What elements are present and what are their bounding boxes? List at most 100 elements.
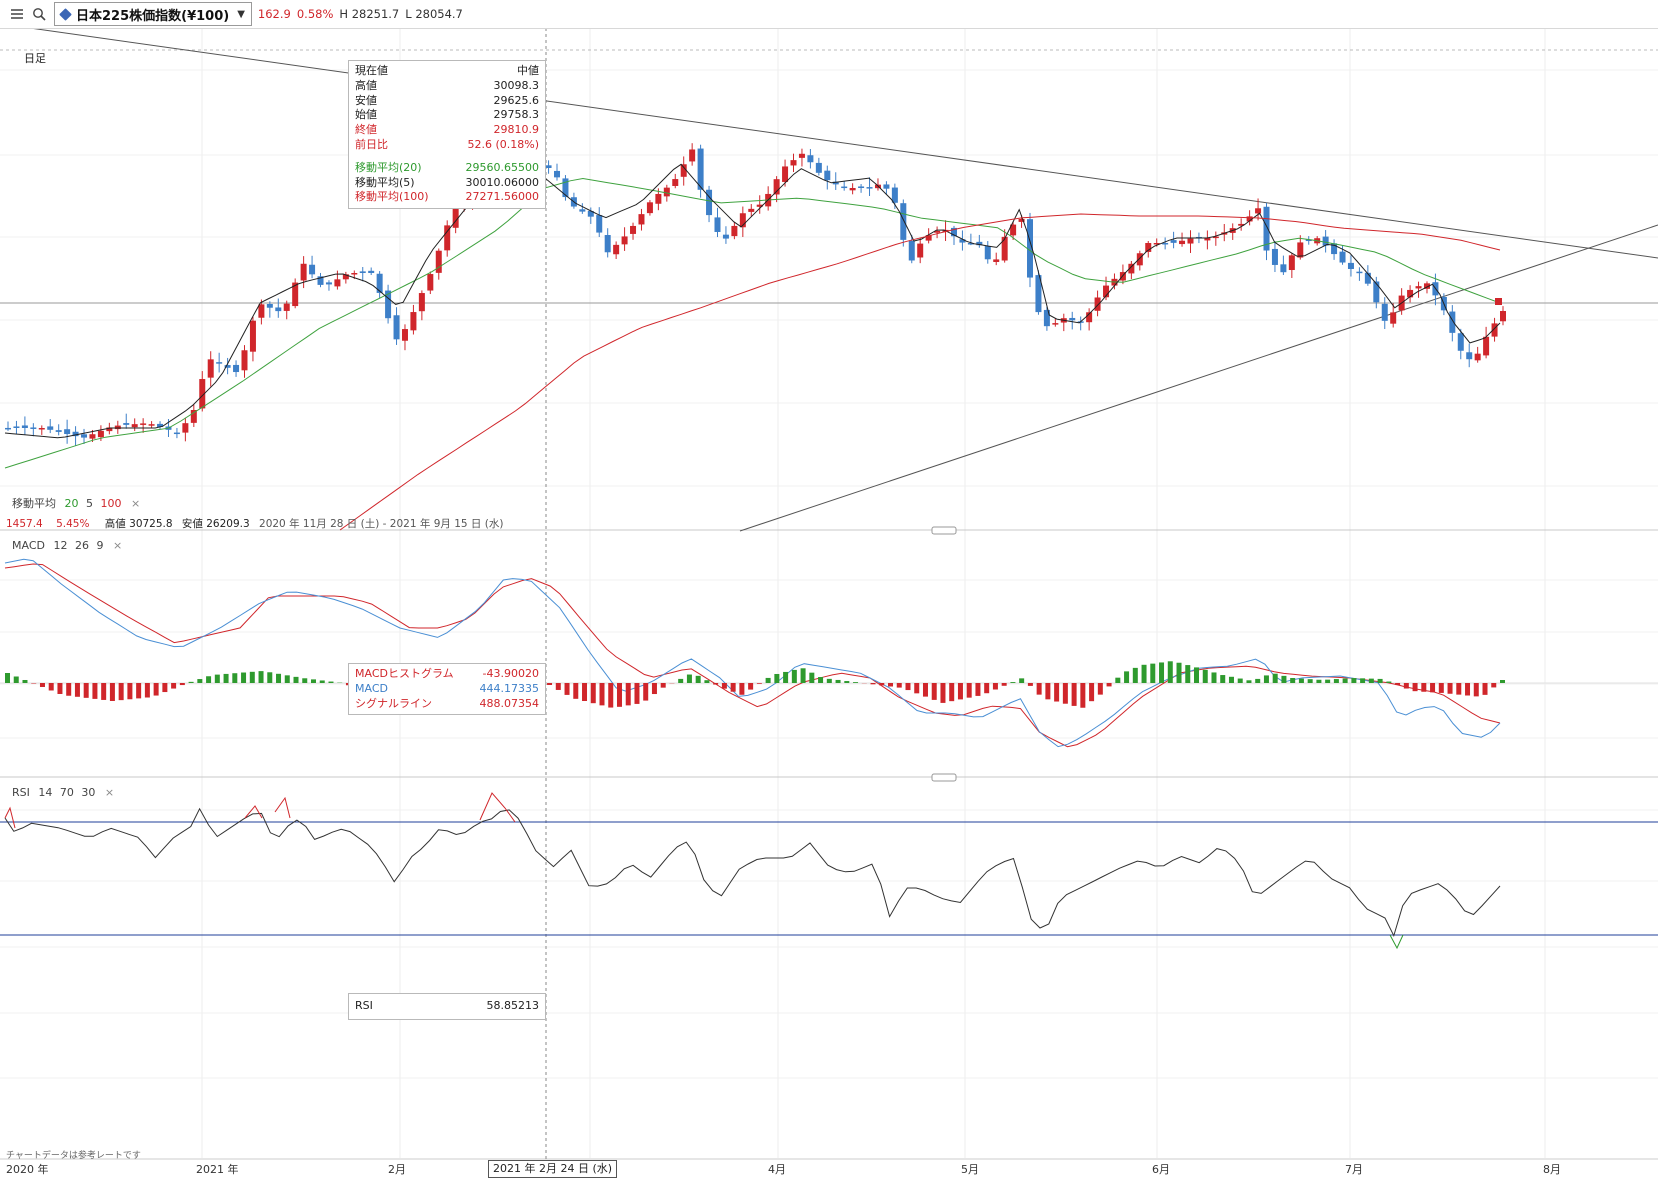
- candle-body: [1271, 248, 1278, 265]
- macd-histogram-bar: [1255, 678, 1261, 683]
- macd-histogram-bar: [1027, 683, 1033, 686]
- macd-histogram-bar: [783, 671, 789, 683]
- candle-body: [1322, 236, 1329, 246]
- macd-histogram-bar: [800, 668, 806, 683]
- macd-histogram-bar: [1132, 667, 1138, 683]
- tooltip-label: 移動平均(20): [355, 160, 422, 174]
- chart-area[interactable]: 日足 移動平均 20 5 100 × 1457.4 5.45% 高値 30725…: [0, 28, 1658, 1181]
- search-icon[interactable]: [28, 3, 50, 25]
- candle-body: [1364, 272, 1371, 284]
- tooltip-row-ma20: 移動平均(20) 29560.65500: [355, 161, 539, 176]
- macd-tooltip: MACDヒストグラム -43.90020 MACD 444.17335 シグナルライ…: [348, 663, 546, 716]
- candle-body: [1043, 309, 1050, 327]
- macd-legend-p1: 12: [53, 539, 68, 552]
- candle-body: [748, 208, 755, 212]
- macd-histogram-bar: [686, 674, 692, 683]
- candle-body: [925, 235, 932, 241]
- macd-histogram-bar: [328, 681, 334, 683]
- tooltip-label: シグナルライン: [355, 696, 432, 710]
- candle-body: [1500, 311, 1506, 322]
- hamburger-menu-icon[interactable]: [6, 3, 28, 25]
- tooltip-label: RSI: [355, 999, 373, 1012]
- trend-line-down: [29, 28, 1658, 259]
- macd-histogram-bar: [5, 673, 10, 683]
- macd-histogram-bar: [1298, 678, 1304, 683]
- candle-body: [908, 240, 915, 261]
- macd-histogram-bar: [826, 678, 832, 683]
- macd-histogram-bar: [66, 683, 72, 696]
- candle-body: [1027, 219, 1034, 278]
- candle-body: [891, 187, 898, 203]
- macd-histogram-bar: [74, 683, 80, 697]
- candle-body: [1339, 251, 1346, 263]
- macd-histogram-bar: [1456, 683, 1462, 695]
- candle-body: [1162, 242, 1169, 245]
- macd-histogram-bar: [1430, 683, 1436, 693]
- candle-body: [21, 425, 28, 428]
- macd-histogram-bar: [879, 683, 885, 686]
- candle-body: [1407, 289, 1414, 298]
- macd-histogram-bar: [1333, 679, 1339, 683]
- macd-histogram-bar: [905, 683, 911, 691]
- macd-histogram-bar: [984, 683, 990, 694]
- candle-body: [984, 245, 991, 260]
- candle-body: [917, 243, 924, 258]
- macd-histogram-bar: [1237, 678, 1243, 683]
- candle-body: [630, 225, 637, 234]
- ma-legend-label: 移動平均: [12, 497, 56, 510]
- symbol-select[interactable]: 日本225株価指数(¥100) ▼: [54, 2, 252, 26]
- candle-body: [393, 315, 400, 340]
- chart-canvas[interactable]: [0, 28, 1658, 1181]
- trend-line-up: [739, 224, 1658, 532]
- candle-body: [646, 202, 653, 214]
- candle-body: [722, 234, 729, 239]
- candle-body: [739, 213, 746, 228]
- range-high: 高値 30725.8: [104, 518, 173, 530]
- macd-histogram-bar: [13, 676, 19, 683]
- macd-legend-p3: 9: [96, 539, 104, 552]
- period-label: 日足: [24, 52, 46, 65]
- macd-histogram-bar: [284, 675, 290, 683]
- candle-body: [190, 409, 197, 423]
- close-icon[interactable]: ×: [104, 786, 115, 799]
- candle-body: [900, 203, 907, 240]
- candle-body: [1069, 317, 1076, 321]
- close-icon[interactable]: ×: [112, 539, 123, 552]
- macd-histogram-bar: [774, 673, 780, 683]
- macd-histogram-bar: [564, 683, 570, 695]
- price-change: 162.9: [257, 7, 291, 21]
- macd-legend-p2: 26: [74, 539, 89, 552]
- candle-body: [140, 423, 147, 425]
- candle-body: [545, 165, 552, 168]
- macd-histogram-bar: [258, 671, 264, 683]
- candle-body: [1297, 242, 1304, 258]
- macd-histogram-bar: [1124, 671, 1130, 683]
- macd-histogram-bar: [922, 683, 928, 697]
- candle-body: [689, 149, 696, 162]
- candle-body: [241, 350, 248, 371]
- ma-legend-p1: 20: [64, 497, 79, 510]
- candle-body: [30, 427, 37, 429]
- macd-histogram-bar: [1360, 678, 1366, 683]
- close-icon[interactable]: ×: [131, 497, 141, 510]
- tooltip-value: 29560.65500: [465, 160, 539, 174]
- tooltip-value: 58.85213: [486, 999, 540, 1012]
- rsi-overbought-segment: [4, 806, 16, 829]
- candle-body: [300, 263, 307, 281]
- candle-body: [1035, 275, 1042, 313]
- tooltip-label: 前日比: [355, 137, 388, 151]
- macd-histogram-bar: [1290, 678, 1296, 683]
- range-diff: 1457.4: [6, 518, 43, 530]
- macd-histogram-bar: [643, 683, 649, 701]
- candle-body: [773, 179, 780, 195]
- candle-body: [182, 423, 189, 433]
- candle-body: [233, 364, 240, 373]
- macd-histogram-bar: [1062, 683, 1068, 704]
- macd-histogram-bar: [957, 683, 963, 700]
- candle-body: [342, 274, 349, 280]
- candle-body: [444, 225, 451, 251]
- macd-histogram-bar: [310, 679, 316, 683]
- macd-histogram-bar: [1045, 683, 1051, 700]
- macd-histogram-bar: [835, 679, 841, 683]
- macd-histogram-bar: [92, 683, 98, 699]
